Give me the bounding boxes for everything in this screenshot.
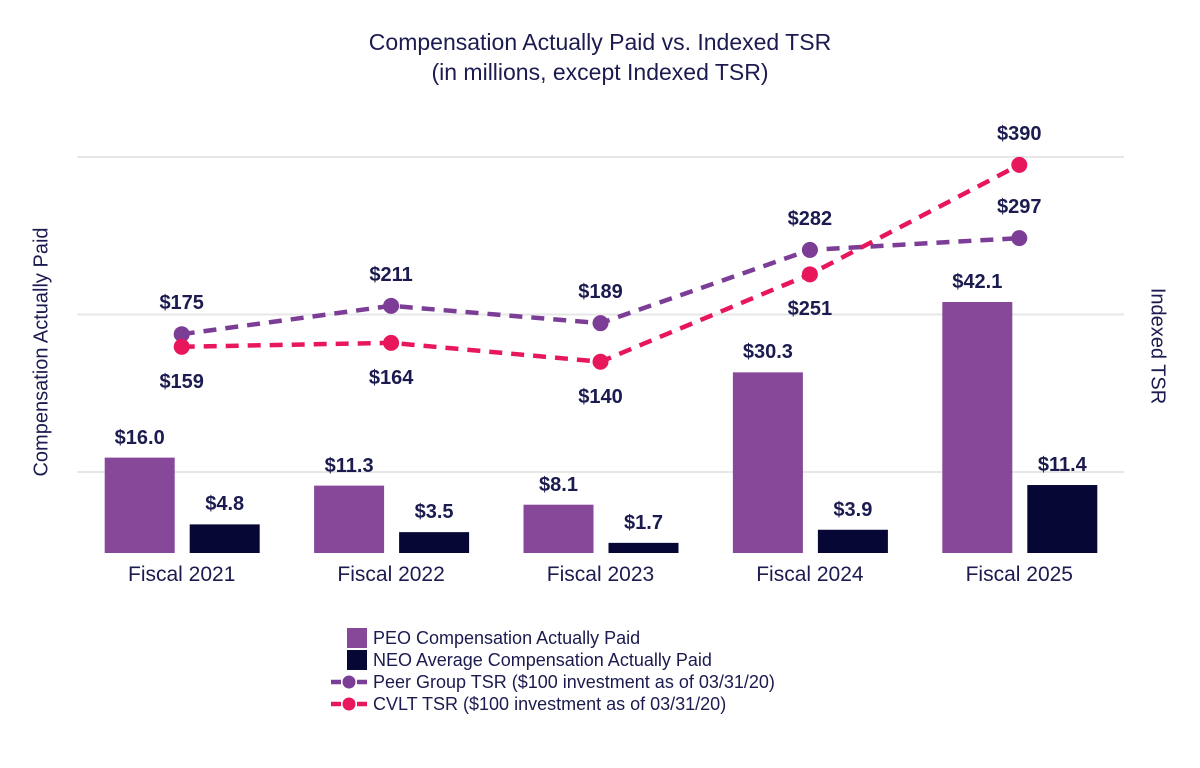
cvlt-marker: [801, 266, 818, 283]
neo-bar-value-label: $3.5: [414, 501, 454, 524]
peo-bar-value-label: $11.3: [324, 454, 374, 477]
neo-bar: [189, 524, 260, 553]
peer-value-label: $175: [159, 292, 204, 315]
legend-label-peer: Peer Group TSR ($100 investment as of 03…: [373, 671, 775, 692]
peer-value-label: $211: [369, 263, 413, 286]
legend-label-peo: PEO Compensation Actually Paid: [373, 627, 641, 648]
cvlt-value-label: $159: [159, 370, 204, 393]
peo-legend-swatch: [347, 628, 367, 648]
cvlt-value-label: $140: [578, 385, 623, 408]
legend-item-peer: Peer Group TSR ($100 investment as of 03…: [331, 671, 775, 693]
neo-legend-swatch: [347, 650, 367, 670]
x-category-label: Fiscal 2022: [337, 563, 445, 586]
neo-bar: [608, 542, 679, 553]
peer-marker: [173, 326, 190, 343]
peo-bar: [732, 372, 803, 553]
cvlt-value-label: $164: [368, 366, 414, 389]
peo-bar-value-label: $8.1: [539, 473, 578, 496]
legend-swatch-cell: [331, 628, 367, 648]
chart-title: Compensation Actually Paid vs. Indexed T…: [368, 29, 832, 55]
legend-item-cvlt: CVLT TSR ($100 investment as of 03/31/20…: [331, 693, 775, 715]
x-category-label: Fiscal 2025: [965, 563, 1073, 586]
peer-marker: [1011, 230, 1028, 247]
peer-marker: [801, 241, 818, 258]
cvlt-value-label: $390: [997, 122, 1042, 145]
chart-subtitle: (in millions, except Indexed TSR): [431, 59, 769, 85]
peo-bar: [523, 504, 594, 553]
peer-line-legend-swatch: [331, 675, 367, 689]
peer-value-label: $297: [997, 196, 1042, 219]
cvlt-line-legend-swatch: [331, 697, 367, 711]
neo-bar: [817, 529, 888, 553]
legend-label-neo: NEO Average Compensation Actually Paid: [373, 649, 712, 670]
neo-bar-value-label: $3.9: [833, 498, 873, 521]
peo-bar: [104, 457, 175, 553]
neo-bar: [1027, 485, 1098, 553]
neo-bar-value-label: $11.4: [1037, 454, 1087, 477]
peo-bar-value-label: $16.0: [114, 426, 165, 449]
legend-swatch-cell: [331, 672, 367, 692]
legend-swatch-cell: [331, 650, 367, 670]
cvlt-marker: [1011, 156, 1028, 173]
x-category-label: Fiscal 2023: [546, 563, 655, 586]
peo-bar: [942, 301, 1013, 553]
neo-bar-value-label: $1.7: [624, 511, 663, 534]
legend-label-cvlt: CVLT TSR ($100 investment as of 03/31/20…: [373, 693, 727, 714]
chart-title-block: Compensation Actually Paid vs. Indexed T…: [0, 27, 1200, 87]
peer-marker: [383, 297, 400, 314]
peo-bar-value-label: $30.3: [742, 341, 793, 364]
neo-bar-value-label: $4.8: [205, 493, 245, 516]
cvlt-marker: [173, 338, 190, 355]
neo-bar: [399, 532, 470, 553]
x-category-label: Fiscal 2024: [756, 563, 864, 586]
peer-value-label: $189: [578, 281, 623, 304]
cvlt-marker: [592, 353, 609, 370]
legend-item-peo: PEO Compensation Actually Paid: [331, 627, 775, 649]
legend-item-neo: NEO Average Compensation Actually Paid: [331, 649, 775, 671]
cvlt-value-label: $251: [787, 298, 833, 321]
peer-value-label: $282: [787, 207, 833, 230]
cvlt-marker: [383, 334, 400, 351]
peo-bar: [314, 485, 385, 553]
legend: PEO Compensation Actually Paid NEO Avera…: [331, 627, 775, 715]
peo-bar-value-label: $42.1: [952, 271, 1003, 293]
x-category-label: Fiscal 2021: [127, 563, 236, 586]
peer-marker: [592, 315, 609, 332]
legend-swatch-cell: [331, 694, 367, 714]
